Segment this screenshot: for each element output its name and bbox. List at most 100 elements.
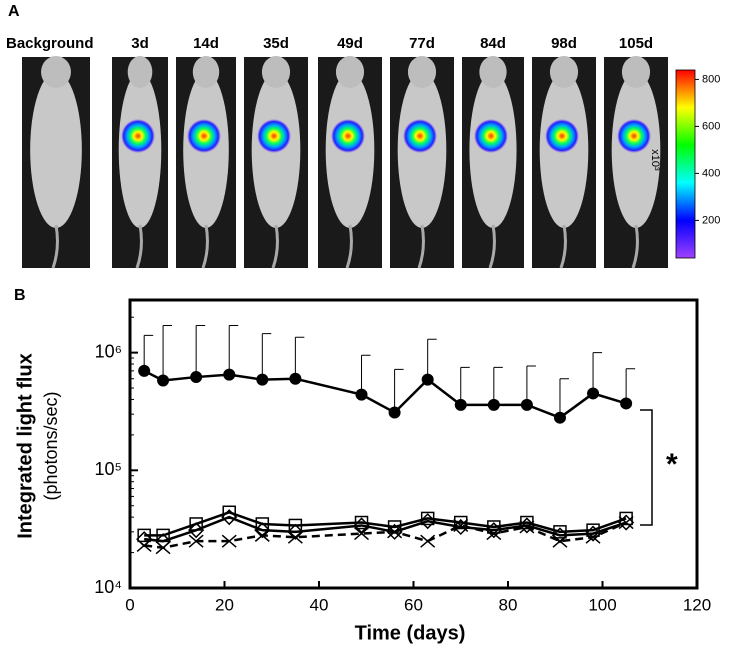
mouse-head [621, 56, 651, 88]
signal [474, 119, 508, 153]
mouse-head [127, 56, 153, 88]
point [157, 374, 170, 387]
mouse-tail [559, 224, 567, 269]
point [254, 528, 270, 542]
point [188, 522, 205, 539]
point [619, 511, 633, 526]
signal [545, 119, 579, 153]
annotation: * [666, 448, 678, 481]
colorbar-tick-label: 800 [702, 73, 720, 85]
x-tick-label: 80 [499, 595, 518, 614]
signal [617, 119, 651, 153]
image-label: 14d [193, 35, 219, 52]
panel-label: B [14, 287, 26, 304]
point [354, 527, 370, 541]
error-bar [460, 366, 470, 405]
colorbar-tick-label: 400 [702, 167, 720, 179]
point [551, 527, 569, 544]
point [454, 398, 467, 411]
error-bar [427, 338, 437, 380]
image-label: 84d [480, 35, 506, 52]
image-label: 98d [551, 35, 577, 52]
point [519, 520, 535, 534]
signal [403, 119, 437, 153]
x-tick-label: 120 [683, 595, 711, 614]
y-axis-sublabel: (photons/sec) [41, 391, 61, 500]
point [553, 525, 567, 539]
mouse-tail [135, 224, 143, 269]
y-tick-label: 10⁴ [94, 577, 122, 597]
point [454, 515, 468, 530]
signal [121, 119, 155, 153]
point [452, 518, 469, 536]
series-line [143, 369, 627, 420]
y-tick-label: 10⁵ [95, 459, 122, 479]
point [256, 373, 269, 386]
x-tick-label: 40 [310, 595, 329, 614]
point [287, 530, 303, 544]
point [223, 368, 236, 381]
point [138, 364, 151, 377]
point [585, 530, 601, 544]
error-bar [592, 352, 603, 394]
mouse-tail [631, 224, 639, 269]
mouse-tail [417, 224, 425, 269]
point [387, 525, 403, 539]
mouse-body [30, 72, 82, 228]
error-bar [261, 333, 272, 380]
point [420, 511, 435, 526]
point [254, 522, 271, 539]
mouse-tail [345, 224, 353, 269]
y-axis-label: Integrated light flux [14, 353, 36, 539]
error-bar [195, 325, 206, 378]
point [453, 518, 469, 533]
point [485, 522, 502, 539]
x-axis-label: Time (days) [355, 622, 466, 644]
point [190, 371, 203, 384]
image-label: 77d [409, 35, 435, 52]
mouse-head [335, 56, 365, 88]
point [421, 373, 434, 386]
mouse-tail [201, 224, 209, 269]
point [419, 513, 436, 530]
point [618, 515, 634, 530]
point [553, 411, 566, 424]
point [618, 514, 635, 531]
image-label: Background [6, 35, 94, 52]
point [487, 398, 500, 411]
mouse-head [479, 56, 507, 88]
error-bar [162, 325, 173, 381]
point [584, 525, 602, 542]
point [386, 523, 403, 540]
y-tick-label: 10⁶ [95, 341, 122, 361]
point [354, 515, 369, 530]
signal [331, 119, 365, 153]
point [137, 528, 151, 543]
image-label: 49d [337, 35, 363, 52]
error-bar [228, 325, 239, 375]
bracket [640, 409, 653, 526]
signal [257, 119, 291, 153]
point [136, 538, 152, 552]
point [353, 517, 370, 534]
colorbar [675, 69, 696, 259]
mouse-head [407, 56, 437, 88]
point [587, 387, 600, 400]
mouse-tail [271, 224, 279, 269]
colorbar-label: x10³ [649, 149, 661, 171]
mouse-tail [51, 224, 59, 269]
mouse-head [261, 56, 291, 88]
point [287, 523, 304, 540]
mouse-head [192, 56, 220, 88]
error-bar [526, 365, 536, 405]
plot-frame [128, 298, 699, 590]
error-bar [294, 336, 305, 379]
point [620, 397, 633, 410]
point [155, 541, 171, 555]
mouse-tail [488, 224, 496, 269]
image-label: 35d [263, 35, 289, 52]
point [552, 534, 568, 548]
colorbar-tick-label: 200 [702, 214, 720, 226]
mouse-head [549, 56, 579, 88]
point [355, 388, 368, 401]
